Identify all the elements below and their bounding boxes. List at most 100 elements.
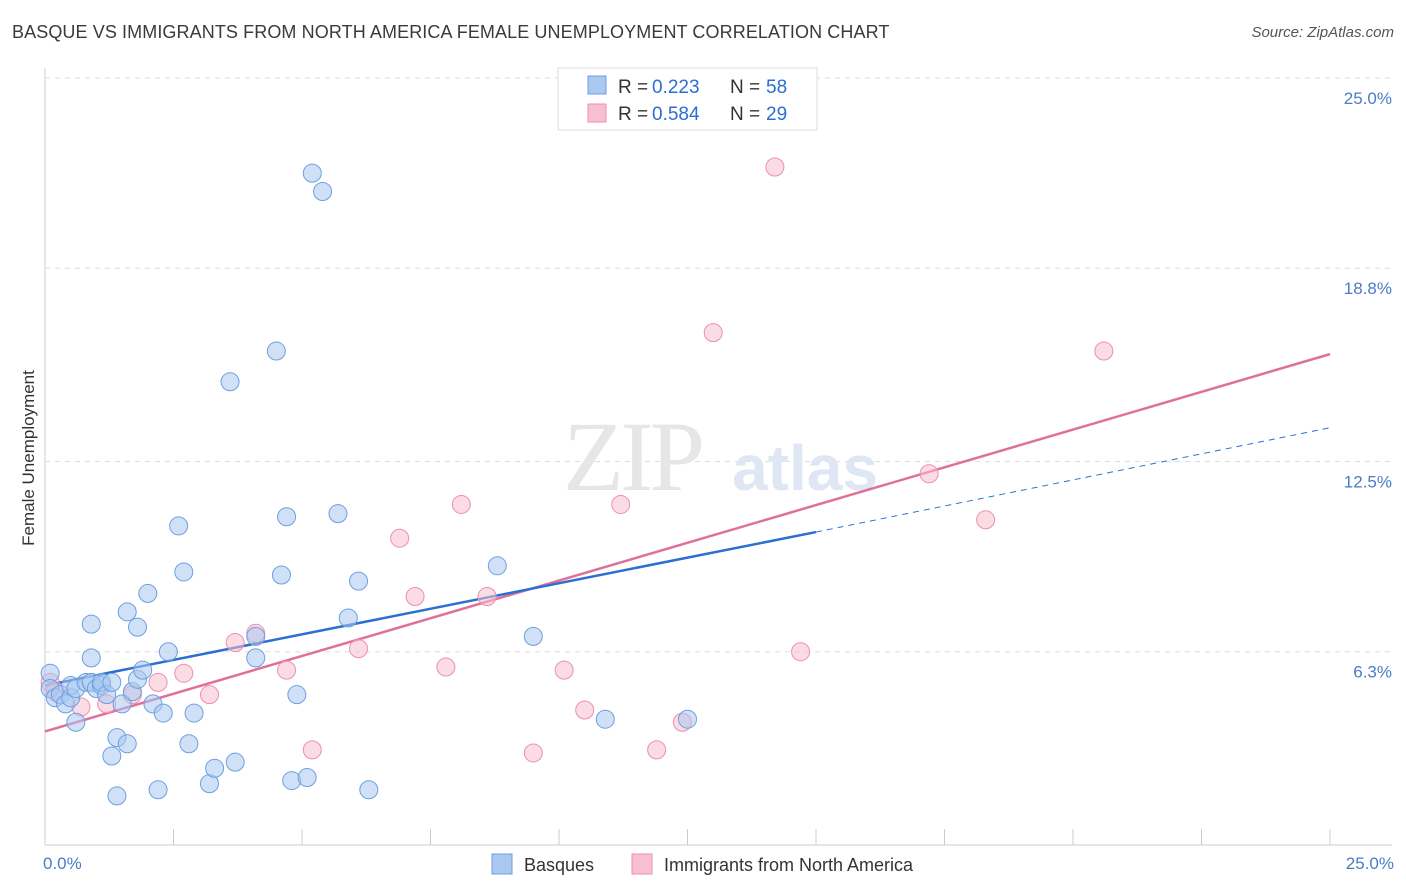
point-immigrants bbox=[647, 740, 667, 760]
trend-line-basques bbox=[44, 530, 817, 687]
y-tick-label: 12.5% bbox=[1344, 473, 1392, 492]
point-immigrants bbox=[791, 642, 811, 662]
legend-n-value-2: 29 bbox=[766, 104, 787, 125]
point-immigrants bbox=[349, 639, 369, 659]
point-basques bbox=[66, 712, 86, 732]
trend-line-immigrants bbox=[44, 352, 1331, 733]
legend-swatch-immigrants bbox=[587, 103, 607, 123]
legend-top: R = 0.223 N = 58 R = 0.584 N = 29 bbox=[557, 67, 818, 131]
point-basques bbox=[169, 516, 189, 536]
point-basques bbox=[246, 648, 266, 668]
point-basques bbox=[277, 507, 297, 527]
legend-r-value-2: 0.584 bbox=[652, 104, 700, 125]
trend-lines bbox=[44, 352, 1331, 733]
point-immigrants bbox=[277, 660, 297, 680]
point-basques bbox=[313, 182, 333, 202]
point-immigrants bbox=[302, 740, 322, 760]
x-tick-label: 0.0% bbox=[43, 854, 82, 873]
point-immigrants bbox=[1094, 341, 1114, 361]
y-tick-label: 6.3% bbox=[1353, 663, 1392, 682]
legend-n-label-2: N = bbox=[730, 104, 760, 125]
point-basques bbox=[523, 626, 543, 646]
point-basques bbox=[112, 694, 132, 714]
legend-bottom-swatch-basques bbox=[491, 853, 513, 875]
point-basques bbox=[102, 746, 122, 766]
point-immigrants bbox=[436, 657, 456, 677]
y-tick-label: 25.0% bbox=[1344, 89, 1392, 108]
legend-r-value-1: 0.223 bbox=[652, 77, 700, 98]
legend-swatch-basques bbox=[587, 75, 607, 95]
point-basques bbox=[302, 163, 322, 183]
point-basques bbox=[117, 602, 137, 622]
legend-bottom: Basques Immigrants from North America bbox=[491, 853, 914, 875]
point-immigrants bbox=[199, 685, 219, 705]
legend-n-label-1: N = bbox=[730, 77, 760, 98]
point-basques bbox=[148, 780, 168, 800]
point-immigrants bbox=[451, 494, 471, 514]
point-basques bbox=[128, 617, 148, 637]
chart-title: BASQUE VS IMMIGRANTS FROM NORTH AMERICA … bbox=[12, 22, 890, 42]
series-basques-points bbox=[40, 163, 697, 806]
point-basques bbox=[282, 771, 302, 791]
point-immigrants bbox=[765, 157, 785, 177]
legend-n-value-1: 58 bbox=[766, 77, 787, 98]
point-basques bbox=[349, 571, 369, 591]
legend-r-label-2: R = bbox=[618, 104, 648, 125]
point-immigrants bbox=[575, 700, 595, 720]
point-basques bbox=[297, 768, 317, 788]
trend-line-basques-extension bbox=[815, 427, 1331, 533]
point-basques bbox=[205, 758, 225, 778]
watermark: ZIP atlas bbox=[563, 401, 878, 512]
legend-r-label-1: R = bbox=[618, 77, 648, 98]
point-immigrants bbox=[976, 510, 996, 530]
point-basques bbox=[287, 685, 307, 705]
point-basques bbox=[271, 565, 291, 585]
point-basques bbox=[266, 341, 286, 361]
point-immigrants bbox=[703, 323, 723, 343]
point-immigrants bbox=[554, 660, 574, 680]
legend-bottom-swatch-immigrants bbox=[631, 853, 653, 875]
point-immigrants bbox=[611, 494, 631, 514]
point-basques bbox=[158, 642, 178, 662]
point-immigrants bbox=[174, 663, 194, 683]
point-basques bbox=[338, 608, 358, 628]
point-basques bbox=[153, 703, 173, 723]
point-basques bbox=[102, 672, 122, 692]
point-basques bbox=[246, 626, 266, 646]
point-basques bbox=[107, 786, 127, 806]
point-basques bbox=[225, 752, 245, 772]
point-immigrants bbox=[405, 586, 425, 606]
point-immigrants bbox=[523, 743, 543, 763]
watermark-zip: ZIP bbox=[563, 401, 701, 512]
point-immigrants bbox=[225, 633, 245, 653]
watermark-atlas: atlas bbox=[732, 432, 878, 504]
point-basques bbox=[359, 780, 379, 800]
source-label: Source: ZipAtlas.com bbox=[1251, 24, 1394, 41]
axes bbox=[44, 68, 1392, 846]
legend-bottom-immigrants: Immigrants from North America bbox=[664, 855, 914, 875]
point-basques bbox=[174, 562, 194, 582]
legend-bottom-basques: Basques bbox=[524, 855, 594, 875]
point-basques bbox=[117, 734, 137, 754]
point-basques bbox=[328, 504, 348, 524]
point-basques bbox=[133, 660, 153, 680]
x-tick-label: 25.0% bbox=[1346, 854, 1394, 873]
point-basques bbox=[220, 372, 240, 392]
point-basques bbox=[678, 709, 697, 729]
tick-labels: 6.3% 12.5% 18.8% 25.0% 0.0% 25.0% bbox=[43, 89, 1394, 873]
point-basques bbox=[487, 556, 507, 576]
point-immigrants bbox=[919, 464, 939, 484]
point-basques bbox=[179, 734, 199, 754]
point-immigrants bbox=[390, 528, 410, 548]
y-axis-label: Female Unemployment bbox=[19, 370, 38, 546]
y-tick-label: 18.8% bbox=[1344, 279, 1392, 298]
grid-lines bbox=[45, 77, 1392, 653]
point-basques bbox=[81, 648, 101, 668]
point-basques bbox=[595, 709, 615, 729]
point-basques bbox=[138, 583, 158, 603]
point-immigrants bbox=[477, 586, 497, 606]
point-basques bbox=[184, 703, 204, 723]
point-basques bbox=[81, 614, 101, 634]
point-immigrants bbox=[148, 672, 168, 692]
